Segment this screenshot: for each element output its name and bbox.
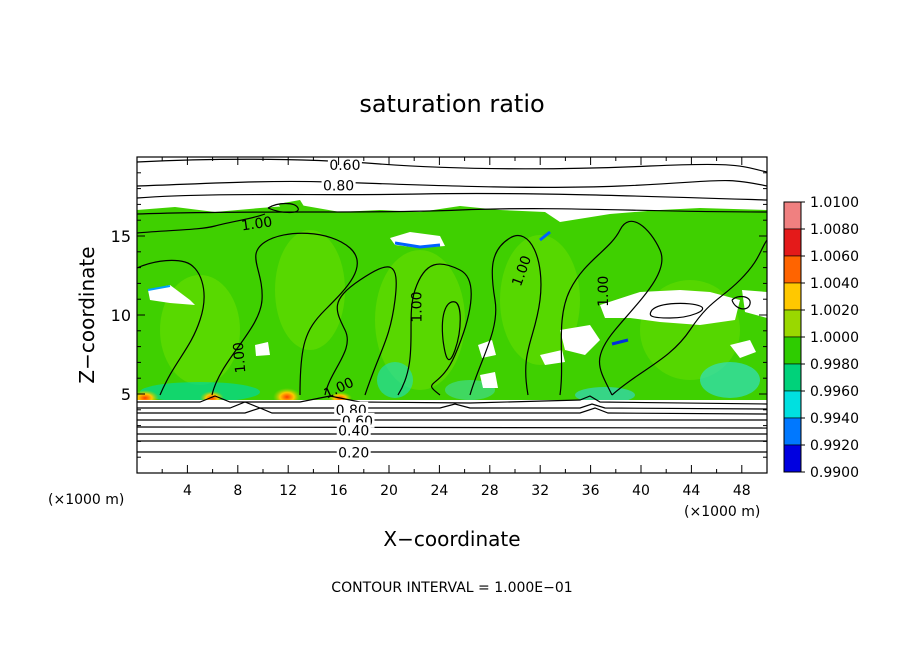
contour-lines bbox=[137, 158, 767, 453]
colorbar-swatch bbox=[783, 390, 802, 419]
colorbar-swatch bbox=[783, 444, 802, 473]
y-tick-label: 10 bbox=[111, 306, 131, 325]
x-tick-label: 16 bbox=[330, 483, 348, 499]
contour-label: 0.20 bbox=[336, 444, 371, 461]
x-axis-ticks: 4 8 12 16 20 24 28 32 36 40 44 48 bbox=[161, 157, 751, 499]
colorbar-swatch bbox=[783, 363, 802, 392]
contour-label: 0.80 bbox=[321, 177, 356, 194]
colorbar-swatch bbox=[783, 309, 802, 338]
colorbar-label: 0.9980 bbox=[810, 357, 859, 373]
contour-label-text: 0.20 bbox=[338, 445, 369, 461]
x-tick-label: 36 bbox=[582, 483, 600, 499]
colorbar-label: 1.0060 bbox=[810, 249, 859, 265]
x-tick-label: 12 bbox=[279, 483, 297, 499]
colorbar: 1.0100 1.0080 1.0060 1.0040 1.0020 1.0000 0.99… bbox=[783, 195, 859, 481]
contour-label-text: 0.80 bbox=[323, 178, 354, 194]
colorbar-label: 0.9940 bbox=[810, 411, 859, 427]
x-tick-label: 40 bbox=[632, 483, 650, 499]
plot-area bbox=[137, 157, 767, 473]
colorbar-label: 1.0080 bbox=[810, 222, 859, 238]
x-units-left: (×1000 m) bbox=[48, 492, 124, 508]
y-tick-label: 15 bbox=[111, 227, 131, 246]
x-tick-label: 8 bbox=[233, 483, 242, 499]
colorbar-swatch bbox=[783, 282, 802, 311]
contour-label-text: 1.00 bbox=[231, 341, 250, 373]
x-tick-label: 28 bbox=[481, 483, 499, 499]
colorbar-label: 1.0040 bbox=[810, 276, 859, 292]
contour-label: 0.40 bbox=[336, 422, 371, 439]
colorbar-frame bbox=[783, 201, 802, 473]
y-axis-label: Z−coordinate bbox=[75, 246, 99, 383]
y-axis-ticks: 5 10 15 bbox=[111, 172, 767, 458]
contour-label-text: 0.60 bbox=[329, 158, 360, 174]
y-tick-label: 5 bbox=[121, 385, 131, 404]
colorbar-label: 1.0000 bbox=[810, 330, 859, 346]
contour-label: 1.00 bbox=[231, 341, 250, 373]
x-axis-label: X−coordinate bbox=[383, 527, 520, 551]
contour-label-text: 0.40 bbox=[338, 423, 369, 439]
colorbar-label: 0.9900 bbox=[810, 465, 859, 481]
x-tick-label: 32 bbox=[531, 483, 549, 499]
colorbar-label: 1.0020 bbox=[810, 303, 859, 319]
contour-label-text: 1.00 bbox=[410, 292, 426, 323]
contour-label-text: 1.00 bbox=[596, 276, 612, 307]
colorbar-swatch bbox=[783, 417, 802, 446]
colorbar-label: 0.9920 bbox=[810, 438, 859, 454]
contour-labels: 0.600.801.001.001.001.001.001.000.800.60… bbox=[231, 156, 612, 461]
contour-label-text: 1.00 bbox=[240, 214, 273, 234]
x-tick-label: 4 bbox=[183, 483, 192, 499]
x-tick-label: 20 bbox=[380, 483, 398, 499]
x-tick-label: 48 bbox=[733, 483, 751, 499]
contour-label: 1.00 bbox=[240, 214, 273, 234]
colorbar-label: 0.9960 bbox=[810, 384, 859, 400]
colorbar-swatch bbox=[783, 228, 802, 257]
contour-interval-note: CONTOUR INTERVAL = 1.000E−01 bbox=[331, 580, 572, 596]
contour-label: 1.00 bbox=[596, 276, 612, 307]
contour-label: 0.60 bbox=[327, 156, 362, 174]
x-units-right: (×1000 m) bbox=[684, 504, 760, 520]
x-tick-label: 24 bbox=[430, 483, 448, 499]
contour-label: 1.00 bbox=[410, 292, 426, 323]
x-tick-label: 44 bbox=[682, 483, 700, 499]
colorbar-label: 1.0100 bbox=[810, 195, 859, 211]
colorbar-swatch bbox=[783, 255, 802, 284]
colorbar-swatch bbox=[783, 336, 802, 365]
chart-title: saturation ratio bbox=[359, 90, 544, 118]
colorbar-swatch bbox=[783, 201, 802, 230]
